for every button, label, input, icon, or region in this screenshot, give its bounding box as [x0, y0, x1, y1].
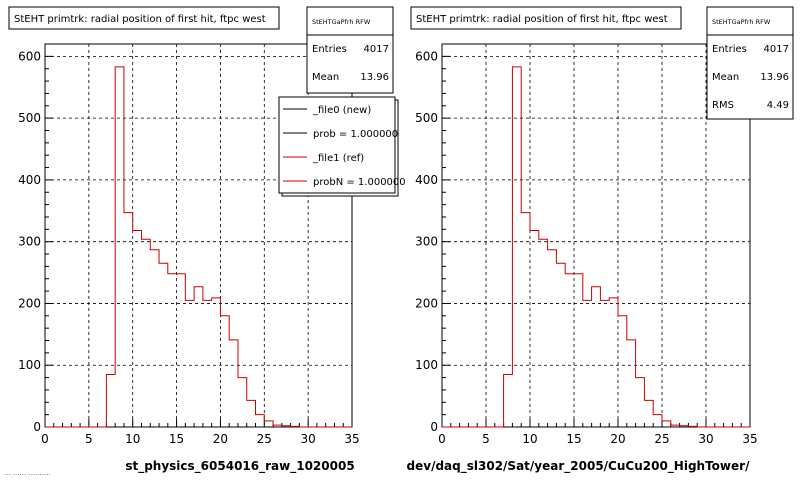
p0-histogram-panel: 0 5 10 15 20 25 30 35 0 100 200 300 400 500 600 StEHT p…	[8, 6, 406, 474]
p0-stats-value-0: 4017	[364, 44, 389, 55]
p1-stats-label-0: Entries	[712, 44, 747, 55]
p1-x-tick-label-1: 5	[482, 432, 490, 446]
p0-x-tick-label-1: 5	[85, 432, 93, 446]
p0-x-tick-label-4: 20	[213, 432, 228, 446]
p0-legend-label-2: _file1 (ref)	[312, 153, 364, 164]
p0-legend: _file0 (new) prob = 1.000000 _file1 (ref) p…	[278, 96, 406, 197]
p1-stats-label-2: RMS	[712, 100, 734, 111]
p1-x-tick-label-5: 25	[654, 432, 669, 446]
p0-stats-box: StEHTGaPfrh RFW Entries 4017 Mean 13.96	[306, 6, 394, 94]
p0-histogram-series-line-0	[45, 66, 352, 428]
p0-stats-name: StEHTGaPfrh RFW	[312, 18, 371, 26]
p0-stats-label-1: Mean	[312, 72, 339, 83]
p1-x-axis-label: dev/daq_sl302/Sat/year_2005/CuCu200_High…	[407, 459, 751, 474]
p1-stats-value-1: 13.96	[760, 72, 789, 83]
p0-y-tick-label-5: 500	[18, 111, 41, 125]
p1-stats-label-1: Mean	[712, 72, 739, 83]
p1-y-tick-label-1: 100	[415, 358, 438, 372]
p0-x-tick-label-3: 15	[169, 432, 184, 446]
p1-x-tick-label-7: 35	[742, 432, 757, 446]
p0-legend-frame	[278, 96, 396, 194]
p0-legend-label-3: probN = 1.000000	[313, 177, 406, 188]
p1-stats-frame	[706, 6, 794, 120]
p1-chart-title: StEHT primtrk: radial position of first …	[416, 14, 668, 25]
p0-y-tick-label-6: 600	[18, 49, 41, 63]
p1-stats-box: StEHTGaPfrh RFW Entries 4017 Mean 13.96 RMS 4.…	[706, 6, 794, 120]
p0-y-tick-label-2: 200	[18, 296, 41, 310]
p1-y-tick-label-6: 600	[415, 49, 438, 63]
p1-histogram-series-line-0	[442, 66, 750, 428]
p1-x-tick-label-2: 10	[522, 432, 537, 446]
p1-y-tick-label-3: 300	[415, 235, 438, 249]
p0-y-tick-label-0: 0	[33, 420, 41, 434]
p1-x-tick-label-3: 15	[566, 432, 581, 446]
p0-stats-value-1: 13.96	[360, 72, 389, 83]
footer-timestamp: ... ...... ..........	[4, 469, 51, 477]
p1-y-tick-label-0: 0	[430, 420, 438, 434]
p1-y-tick-label-4: 400	[415, 173, 438, 187]
p0-stats-label-0: Entries	[312, 44, 347, 55]
p0-x-tick-label-6: 30	[301, 432, 316, 446]
p1-stats-value-2: 4.49	[767, 100, 789, 111]
p1-title-frame	[410, 6, 682, 30]
p1-stats-name: StEHTGaPfrh RFW	[712, 18, 771, 26]
p0-legend-label-1: prob = 1.000000	[313, 129, 398, 140]
p1-y-tick-label-2: 200	[415, 296, 438, 310]
p0-x-tick-label-2: 10	[125, 432, 140, 446]
p0-y-tick-label-1: 100	[18, 358, 41, 372]
p0-title-frame	[8, 6, 280, 30]
p1-x-tick-label-0: 0	[438, 432, 446, 446]
p0-y-tick-label-4: 400	[18, 173, 41, 187]
p0-x-tick-label-5: 25	[257, 432, 272, 446]
p1-title-box: StEHT primtrk: radial position of first …	[410, 6, 682, 30]
p0-chart-title: StEHT primtrk: radial position of first …	[14, 14, 266, 25]
p0-title-box: StEHT primtrk: radial position of first …	[8, 6, 280, 30]
p1-stats-value-0: 4017	[764, 44, 789, 55]
p1-x-tick-label-6: 30	[698, 432, 713, 446]
p1-x-tick-label-4: 20	[610, 432, 625, 446]
p0-x-tick-label-7: 35	[344, 432, 359, 446]
p1-histogram-panel: 0 5 10 15 20 25 30 35 0 100 200 300 400 500 600 StEHT p…	[407, 6, 794, 474]
p0-x-axis-label: st_physics_6054016_raw_1020005	[125, 459, 354, 474]
p1-y-tick-label-5: 500	[415, 111, 438, 125]
p1-plot-frame	[441, 43, 751, 428]
p0-legend-label-0: _file0 (new)	[312, 105, 371, 116]
p0-x-tick-label-0: 0	[41, 432, 49, 446]
p0-y-tick-label-3: 300	[18, 235, 41, 249]
p0-stats-frame	[306, 6, 394, 94]
